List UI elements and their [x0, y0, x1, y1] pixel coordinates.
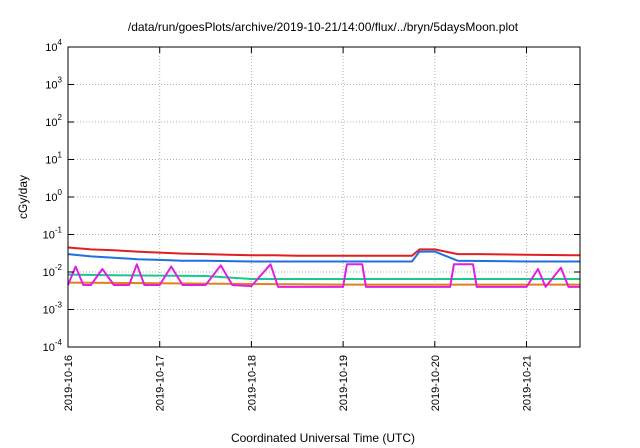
- y-tick-label: 101: [45, 151, 62, 167]
- y-tick-label: 10-1: [43, 226, 63, 242]
- x-tick-label: 2019-10-21: [522, 355, 534, 411]
- y-tick-label: 10-4: [43, 338, 63, 354]
- grid: [67, 47, 580, 347]
- x-axis-label: Coordinated Universal Time (UTC): [231, 431, 415, 445]
- y-tick-label: 103: [45, 76, 62, 92]
- y-tick-label: 10-2: [43, 263, 63, 279]
- x-tick-label: 2019-10-19: [338, 355, 350, 411]
- y-ticks: 10-4 10-3 10-2 10-1 100 101 102 103 104: [43, 38, 580, 354]
- y-tick-label: 102: [45, 113, 62, 129]
- series-line-1: [67, 246, 580, 257]
- x-tick-label: 2019-10-18: [246, 355, 258, 411]
- series-group: [67, 246, 580, 288]
- chart-title: /data/run/goesPlots/archive/2019-10-21/1…: [128, 20, 519, 34]
- x-tick-label: 2019-10-16: [63, 355, 75, 411]
- x-tick-label: 2019-10-20: [430, 355, 442, 411]
- series-line-3: [67, 273, 580, 280]
- y-tick-label: 100: [45, 188, 62, 204]
- series-line-5: [67, 263, 580, 288]
- y-tick-label: 10-3: [43, 301, 63, 317]
- x-tick-label: 2019-10-17: [155, 355, 167, 411]
- y-axis-label: cGy/day: [16, 175, 30, 219]
- series-line-2: [67, 250, 580, 263]
- y-tick-label: 104: [45, 38, 62, 54]
- x-ticks: 2019-10-16 2019-10-17 2019-10-18 2019-10-19…: [63, 47, 534, 411]
